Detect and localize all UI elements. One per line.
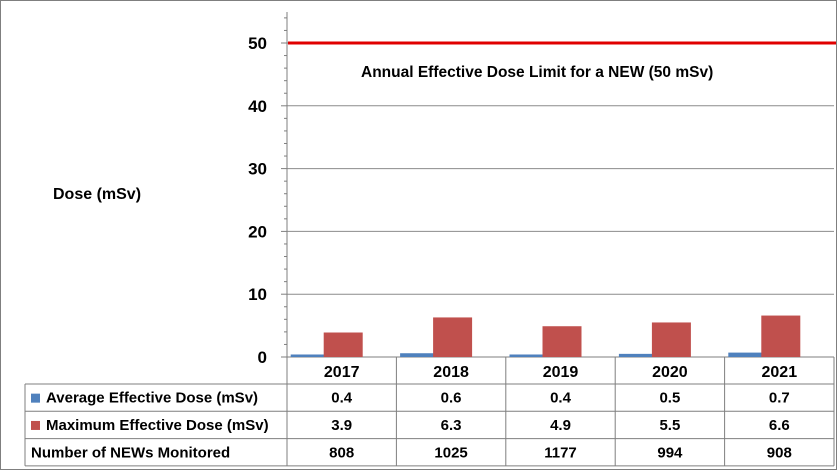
table-cell-1-2: 4.9 [550,417,571,434]
table-cell-2-3: 994 [657,444,683,461]
legend-swatch-1 [31,420,40,430]
table-cell-2-4: 908 [767,444,792,461]
bar-average-2017 [290,354,330,357]
table-cell-1-3: 5.5 [659,417,680,434]
bar-average-2020 [618,353,658,357]
ytick-label-50: 50 [248,34,267,53]
table-cell-0-4: 0.7 [769,390,790,407]
bar-maximum-2020 [651,322,691,357]
y-axis-title: Dose (mSv) [53,186,141,203]
bar-average-2019 [509,354,549,357]
bar-average-2021 [728,352,768,357]
ytick-label-10: 10 [248,285,267,304]
x-tick-label-2017: 2017 [324,364,360,381]
y-axis: 0 10 20 30 40 50 [248,12,288,466]
x-tick-label-2019: 2019 [543,364,579,381]
bars [290,315,801,357]
table-cell-1-4: 6.6 [769,417,790,434]
table-cell-0-2: 0.4 [550,390,572,407]
ytick-label-30: 30 [248,160,267,179]
x-tick-label-2021: 2021 [762,364,798,381]
table-cell-1-0: 3.9 [331,417,352,434]
legend-swatch-0 [31,393,40,403]
table-cell-2-0: 808 [329,444,354,461]
x-tick-label-2018: 2018 [433,364,469,381]
ytick-label-40: 40 [248,97,267,116]
bar-maximum-2021 [761,315,801,357]
table-cell-2-1: 1025 [434,444,467,461]
table-cell-0-3: 0.5 [659,390,680,407]
bar-maximum-2018 [433,317,473,357]
table-cell-1-1: 6.3 [441,417,462,434]
table-cell-2-2: 1177 [544,444,577,461]
bar-average-2018 [400,353,440,357]
bar-maximum-2017 [323,332,363,357]
bar-maximum-2019 [542,326,582,357]
table-cell-0-1: 0.6 [441,390,462,407]
table-row-label-2: Number of NEWs Monitored [31,444,230,461]
table-row-label-1: Maximum Effective Dose (mSv) [46,417,269,434]
table-cell-0-0: 0.4 [331,390,353,407]
reference-line-label: Annual Effective Dose Limit for a NEW (5… [361,64,713,81]
x-tick-label-2020: 2020 [652,364,688,381]
ytick-label-0: 0 [258,348,267,367]
ytick-label-20: 20 [248,222,267,241]
data-table: 2017 2018 2019 2020 2021 Average Effective Do… [24,357,835,467]
table-row-label-0: Average Effective Dose (mSv) [46,390,258,407]
